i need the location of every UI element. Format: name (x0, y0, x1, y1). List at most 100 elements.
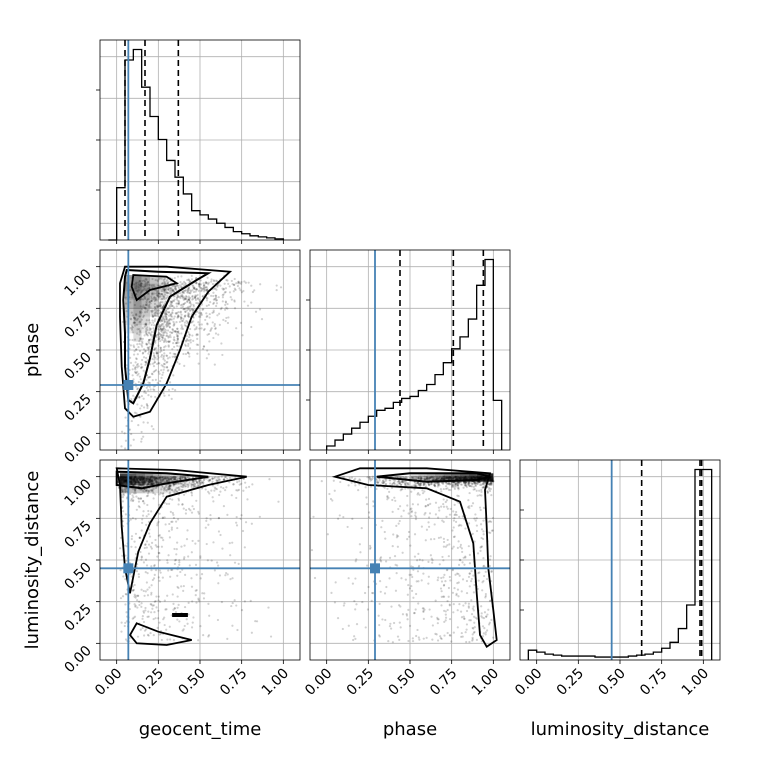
sample-point (443, 634, 446, 637)
sample-point (150, 591, 153, 594)
sample-point (213, 280, 216, 283)
sample-point (215, 279, 218, 282)
sample-point (145, 331, 148, 334)
sample-point (489, 479, 492, 482)
sample-point (475, 617, 479, 620)
sample-point (154, 479, 157, 482)
sample-point (160, 333, 163, 336)
sample-point (142, 620, 146, 624)
sample-point (135, 314, 138, 317)
sample-point (165, 321, 169, 325)
sample-point (206, 559, 209, 562)
sample-point (186, 278, 189, 282)
sample-point (225, 278, 228, 282)
sample-point (172, 476, 175, 479)
sample-point (354, 484, 357, 487)
sample-point (219, 284, 222, 287)
sample-point (194, 298, 197, 302)
sample-point (173, 298, 176, 301)
sample-point (154, 312, 157, 315)
sample-point (193, 328, 196, 331)
sample-point (167, 311, 170, 314)
sample-point (233, 300, 236, 303)
sample-point (185, 334, 188, 338)
sample-point (163, 313, 167, 316)
sample-point (464, 556, 467, 559)
sample-point (181, 503, 184, 506)
sample-point (173, 477, 176, 480)
sample-point (132, 496, 135, 499)
sample-point (136, 366, 139, 369)
sample-point (163, 282, 166, 285)
sample-point (465, 609, 469, 613)
sample-point (451, 547, 454, 550)
sample-point (163, 288, 166, 291)
sample-point (174, 353, 177, 356)
sample-point (185, 508, 188, 512)
sample-point (338, 514, 341, 517)
sample-point (140, 430, 143, 434)
sample-point (177, 315, 180, 318)
sample-point (155, 606, 158, 609)
sample-point (188, 309, 192, 312)
sample-point (146, 283, 149, 286)
sample-point (144, 477, 148, 480)
sample-point (161, 294, 164, 297)
sample-point (178, 476, 182, 479)
sample-point (442, 545, 445, 548)
sample-point (119, 597, 123, 600)
sample-point (461, 578, 465, 581)
sample-point (173, 562, 177, 566)
sample-point (136, 388, 139, 391)
sample-point (155, 476, 158, 480)
x-tick-label: 0.75 (427, 666, 460, 699)
sample-point (131, 331, 134, 334)
sample-point (172, 483, 176, 486)
sample-point (203, 290, 206, 293)
sample-point (171, 498, 174, 501)
sample-point (151, 476, 155, 479)
sample-point (472, 591, 475, 594)
sample-point (124, 621, 127, 625)
sample-point (207, 332, 211, 336)
sample-point (180, 327, 183, 330)
sample-point (189, 296, 192, 300)
sample-point (157, 333, 160, 336)
sample-point (119, 569, 122, 572)
sample-point (169, 477, 172, 481)
sample-point (155, 314, 159, 317)
sample-point (137, 281, 140, 284)
sample-point (162, 348, 166, 352)
sample-point (259, 283, 262, 286)
sample-point (158, 328, 161, 332)
sample-point (176, 478, 179, 481)
sample-point (159, 536, 162, 539)
sample-point (151, 314, 155, 318)
sample-point (166, 559, 169, 562)
sample-point (453, 486, 456, 489)
sample-point (206, 276, 209, 279)
sample-point (161, 486, 164, 489)
density-cell (141, 291, 150, 300)
sample-point (155, 305, 159, 308)
sample-point (153, 479, 156, 482)
sample-point (199, 556, 202, 559)
sample-point (178, 561, 181, 564)
sample-point (144, 489, 148, 493)
sample-point (162, 480, 165, 483)
sample-point (149, 475, 153, 479)
contour-line (128, 622, 192, 646)
sample-point (378, 635, 381, 638)
sample-point (172, 475, 176, 478)
sample-point (170, 526, 174, 529)
sample-point (176, 338, 180, 341)
sample-point (439, 536, 442, 539)
sample-point (130, 480, 133, 483)
sample-point (253, 289, 256, 292)
sample-point (165, 316, 168, 319)
sample-point (147, 479, 151, 482)
sample-point (160, 307, 163, 310)
density-cell (141, 283, 150, 292)
sample-point (177, 303, 180, 306)
sample-point (242, 289, 245, 293)
